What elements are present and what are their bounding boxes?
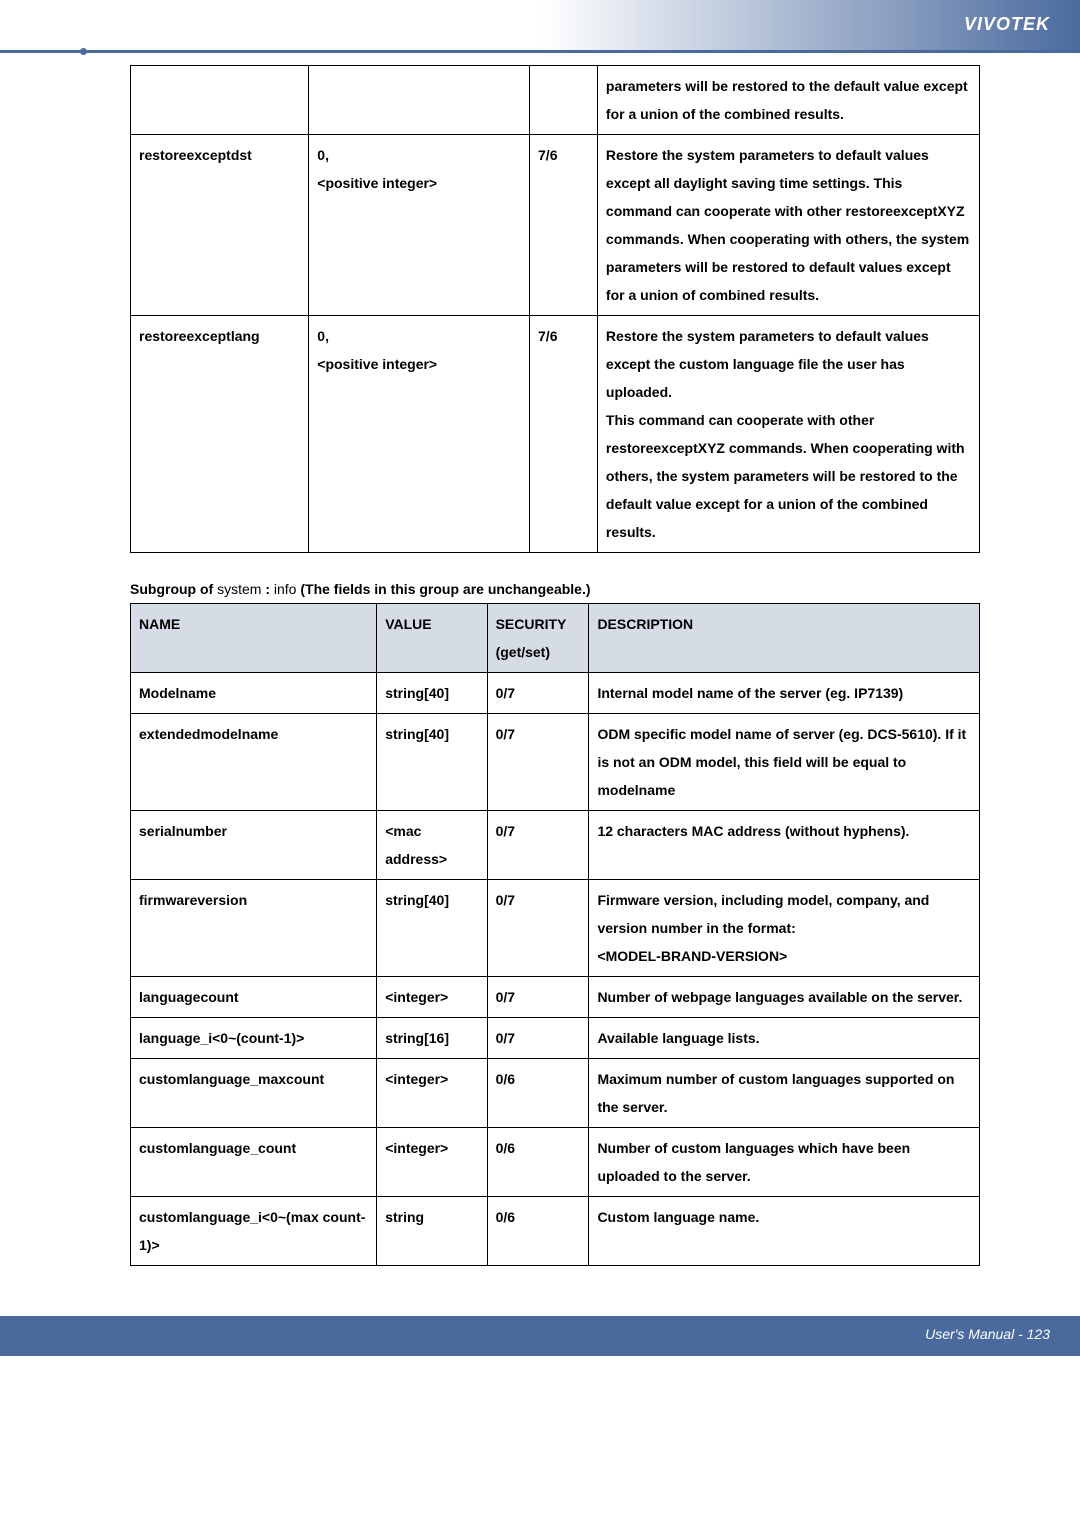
- footer-page-number: User's Manual - 123: [925, 1326, 1050, 1342]
- table-row: languagecount<integer>0/7Number of webpa…: [131, 977, 980, 1018]
- cell-value: <integer>: [377, 1128, 487, 1197]
- cell-value: 0, <positive integer>: [309, 316, 530, 553]
- table-row: language_i<0~(count-1)>string[16]0/7Avai…: [131, 1018, 980, 1059]
- table-row: customlanguage_count<integer>0/6Number o…: [131, 1128, 980, 1197]
- params-table-2: NAME VALUE SECURITY (get/set) DESCRIPTIO…: [130, 603, 980, 1266]
- params-table-2-head: NAME VALUE SECURITY (get/set) DESCRIPTIO…: [131, 604, 980, 673]
- cell-name: customlanguage_maxcount: [131, 1059, 377, 1128]
- subgroup-caption: Subgroup of system : info (The fields in…: [130, 581, 980, 597]
- table-row: customlanguage_maxcount<integer>0/6Maxim…: [131, 1059, 980, 1128]
- cell-desc: Firmware version, including model, compa…: [589, 880, 980, 977]
- cell-value: [309, 66, 530, 135]
- cell-desc: Maximum number of custom languages suppo…: [589, 1059, 980, 1128]
- cell-name: language_i<0~(count-1)>: [131, 1018, 377, 1059]
- cell-name: serialnumber: [131, 811, 377, 880]
- cell-value: string[40]: [377, 880, 487, 977]
- header-row: NAME VALUE SECURITY (get/set) DESCRIPTIO…: [131, 604, 980, 673]
- cell-sec: 7/6: [530, 135, 598, 316]
- subgroup-system: system: [217, 581, 261, 597]
- cell-name: restoreexceptlang: [131, 316, 309, 553]
- cell-sec: [530, 66, 598, 135]
- cell-desc: ODM specific model name of server (eg. D…: [589, 714, 980, 811]
- cell-sec: 0/6: [487, 1059, 589, 1128]
- cell-desc: 12 characters MAC address (without hyphe…: [589, 811, 980, 880]
- cell-sec: 0/7: [487, 714, 589, 811]
- params-table-1-body: parameters will be restored to the defau…: [131, 66, 980, 553]
- table-row: restoreexceptlang0, <positive integer>7/…: [131, 316, 980, 553]
- table-row: Modelnamestring[40]0/7Internal model nam…: [131, 673, 980, 714]
- cell-sec: 0/7: [487, 673, 589, 714]
- footer-bar: User's Manual - 123: [0, 1316, 1080, 1356]
- subgroup-suffix: (The fields in this group are unchangeab…: [296, 581, 590, 597]
- cell-desc: Number of custom languages which have be…: [589, 1128, 980, 1197]
- cell-value: <integer>: [377, 977, 487, 1018]
- subgroup-prefix: Subgroup of: [130, 581, 217, 597]
- table-row: firmwareversionstring[40]0/7Firmware ver…: [131, 880, 980, 977]
- cell-desc: Available language lists.: [589, 1018, 980, 1059]
- cell-name: customlanguage_count: [131, 1128, 377, 1197]
- cell-name: customlanguage_i<0~(max count-1)>: [131, 1197, 377, 1266]
- header-bar: VIVOTEK: [0, 0, 1080, 50]
- cell-name: extendedmodelname: [131, 714, 377, 811]
- table-row: serialnumber<mac address>0/712 character…: [131, 811, 980, 880]
- cell-desc: parameters will be restored to the defau…: [597, 66, 979, 135]
- cell-value: string[40]: [377, 673, 487, 714]
- cell-desc: Internal model name of the server (eg. I…: [589, 673, 980, 714]
- cell-name: languagecount: [131, 977, 377, 1018]
- table-row: customlanguage_i<0~(max count-1)>string0…: [131, 1197, 980, 1266]
- col-value-header: VALUE: [377, 604, 487, 673]
- table-row: extendedmodelnamestring[40]0/7ODM specif…: [131, 714, 980, 811]
- cell-sec: 0/7: [487, 880, 589, 977]
- cell-name: Modelname: [131, 673, 377, 714]
- cell-value: string: [377, 1197, 487, 1266]
- subgroup-info: info: [274, 581, 297, 597]
- cell-value: string[16]: [377, 1018, 487, 1059]
- cell-name: firmwareversion: [131, 880, 377, 977]
- cell-value: <mac address>: [377, 811, 487, 880]
- brand-text: VIVOTEK: [964, 14, 1050, 35]
- col-name-header: NAME: [131, 604, 377, 673]
- cell-sec: 0/6: [487, 1197, 589, 1266]
- cell-desc: Number of webpage languages available on…: [589, 977, 980, 1018]
- cell-sec: 0/6: [487, 1128, 589, 1197]
- cell-desc: Restore the system parameters to default…: [597, 135, 979, 316]
- cell-desc: Restore the system parameters to default…: [597, 316, 979, 553]
- cell-desc: Custom language name.: [589, 1197, 980, 1266]
- col-desc-header: DESCRIPTION: [589, 604, 980, 673]
- table-row: restoreexceptdst0, <positive integer>7/6…: [131, 135, 980, 316]
- cell-sec: 0/7: [487, 977, 589, 1018]
- table-row: parameters will be restored to the defau…: [131, 66, 980, 135]
- page-content: parameters will be restored to the defau…: [0, 65, 1080, 1266]
- cell-value: string[40]: [377, 714, 487, 811]
- col-sec-header: SECURITY (get/set): [487, 604, 589, 673]
- cell-name: [131, 66, 309, 135]
- cell-name: restoreexceptdst: [131, 135, 309, 316]
- cell-value: <integer>: [377, 1059, 487, 1128]
- subgroup-colon: :: [261, 581, 273, 597]
- params-table-1: parameters will be restored to the defau…: [130, 65, 980, 553]
- accent-line: [0, 50, 1080, 53]
- cell-value: 0, <positive integer>: [309, 135, 530, 316]
- cell-sec: 7/6: [530, 316, 598, 553]
- cell-sec: 0/7: [487, 811, 589, 880]
- cell-sec: 0/7: [487, 1018, 589, 1059]
- accent-dot: [80, 48, 87, 55]
- params-table-2-body: Modelnamestring[40]0/7Internal model nam…: [131, 673, 980, 1266]
